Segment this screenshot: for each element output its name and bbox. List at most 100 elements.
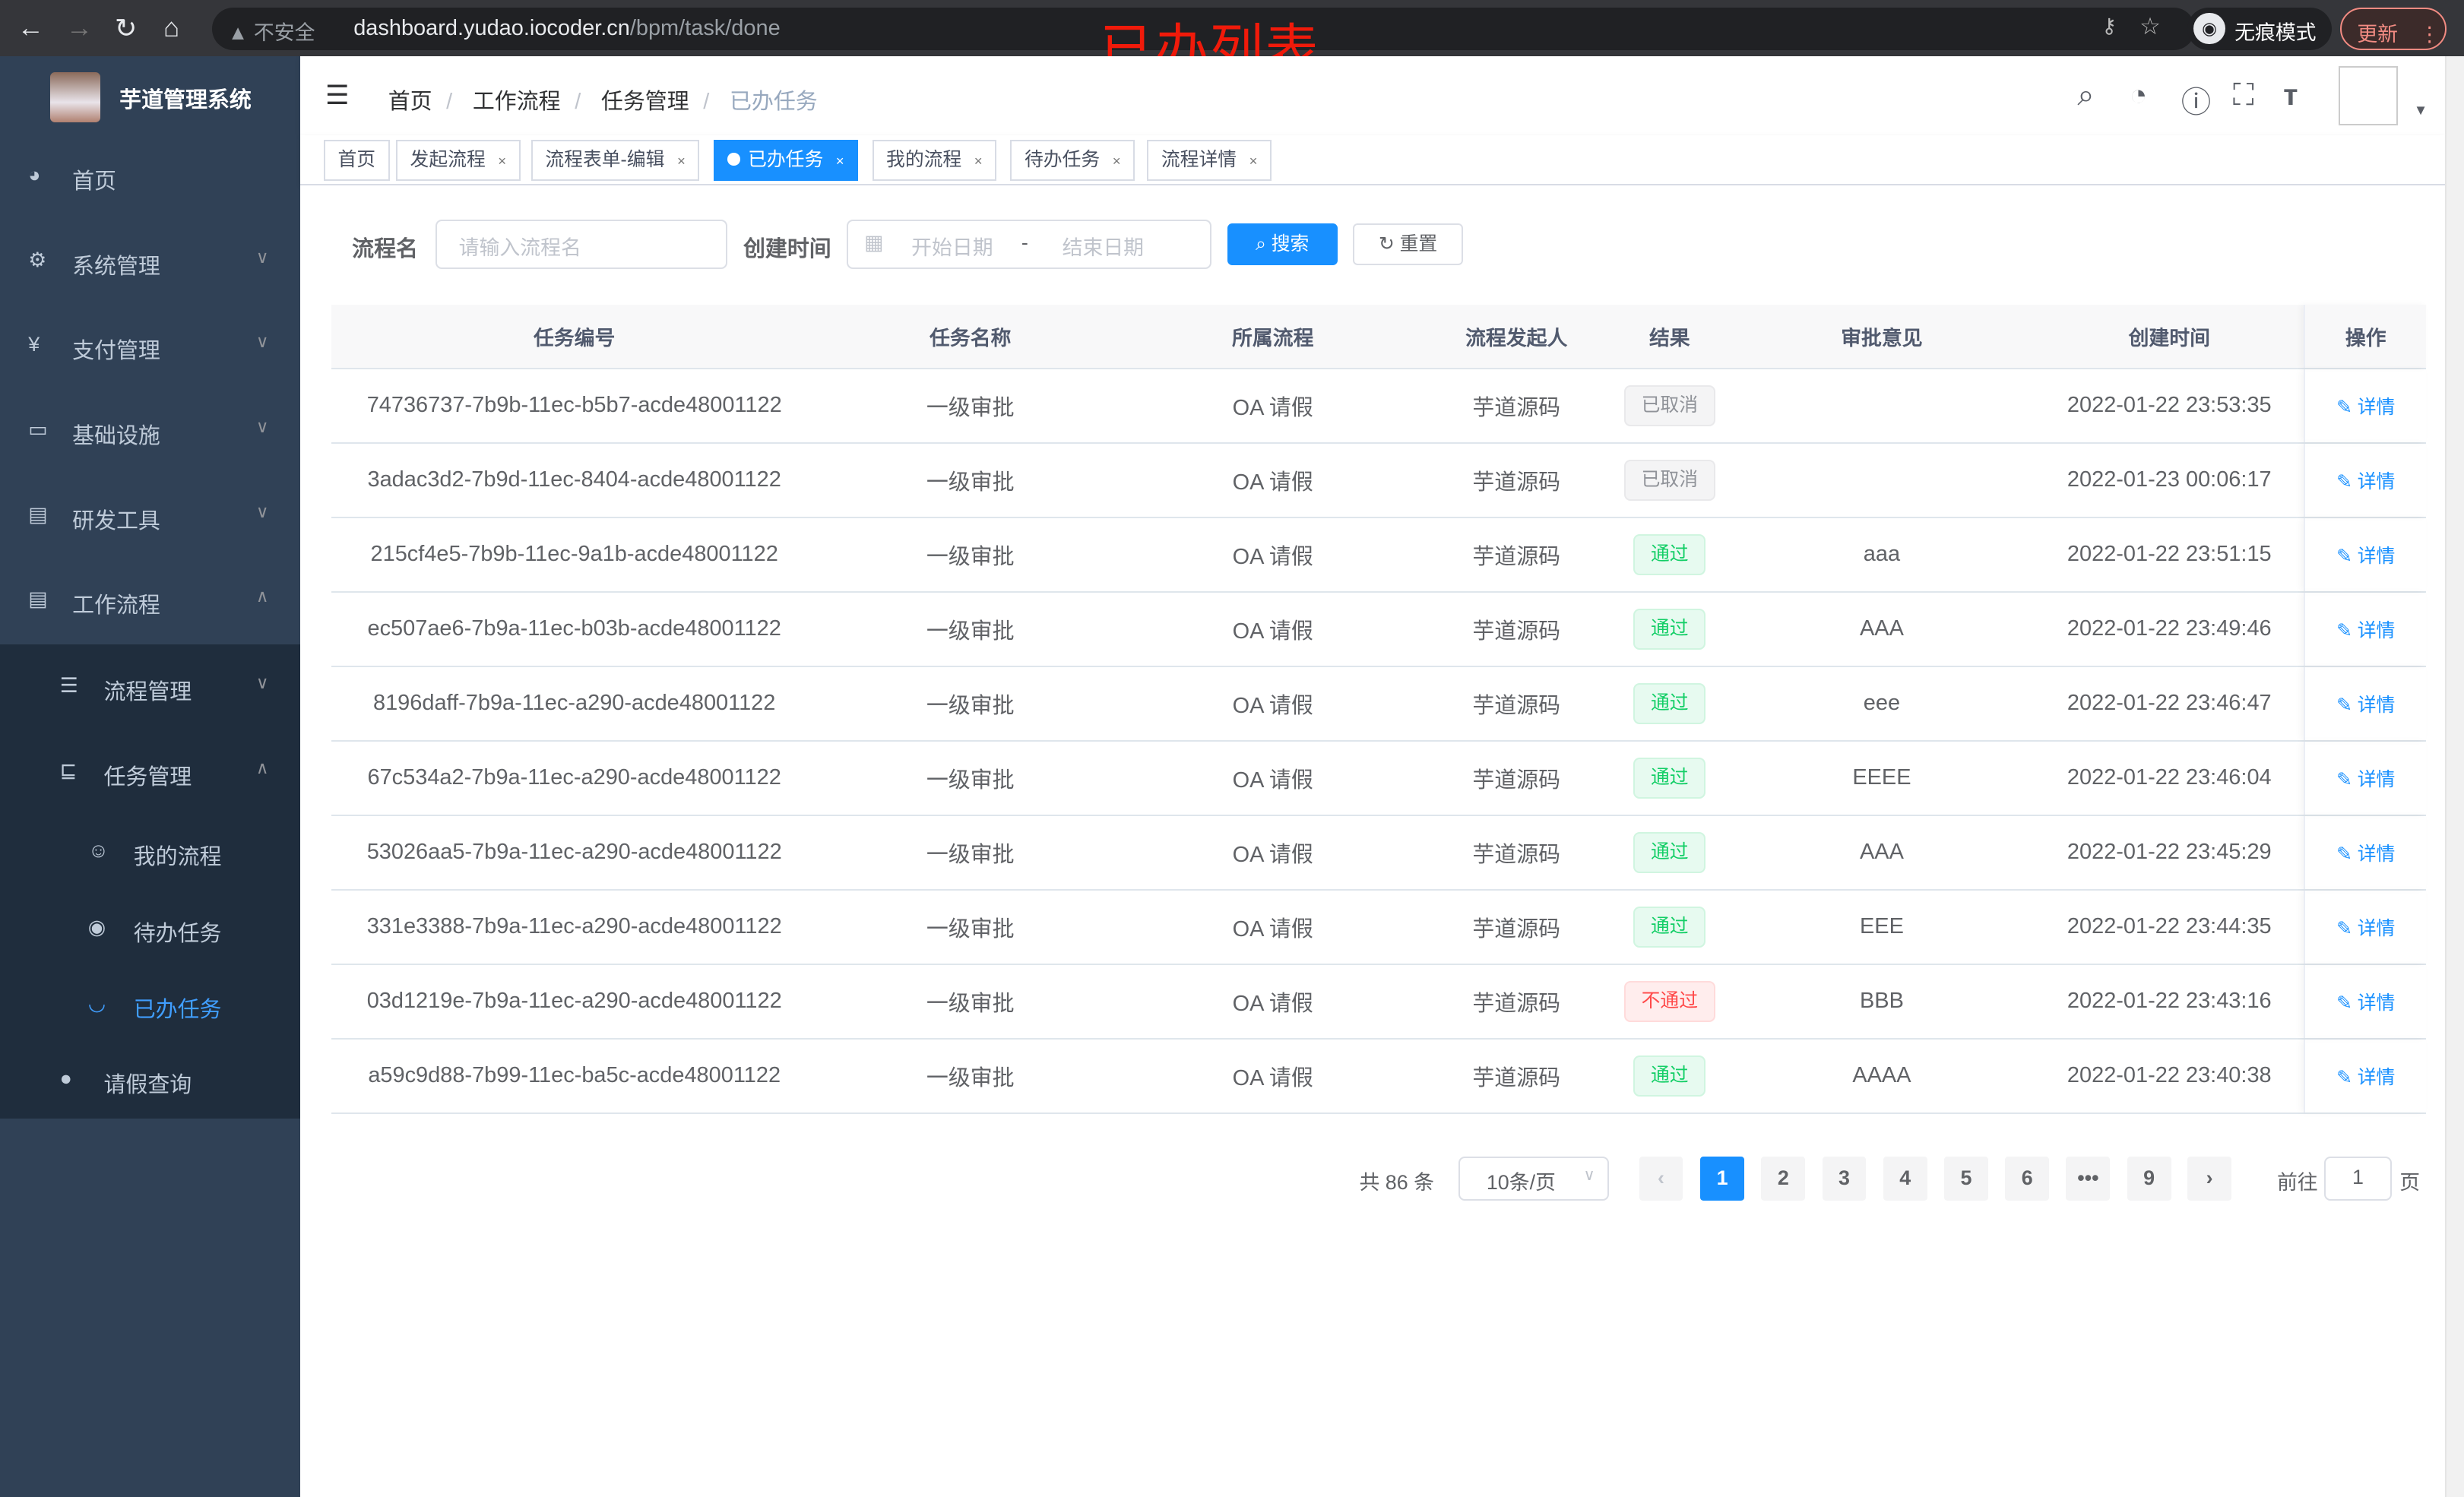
tab-done-tasks[interactable]: 已办任务 ×	[713, 140, 859, 181]
gear-icon: ⚙	[28, 248, 47, 271]
sidebar-item-leave[interactable]: ● 请假查询	[59, 1066, 192, 1097]
eye-closed-icon: ◡	[87, 991, 106, 1014]
key-icon[interactable]: ⚷	[2101, 14, 2117, 37]
breadcrumb-item[interactable]: 任务管理	[600, 89, 689, 114]
incognito-badge[interactable]: ◉ 无痕模式	[2187, 8, 2333, 51]
cell-comment: AAA	[1859, 616, 1904, 641]
sidebar-item-done[interactable]: ◡ 已办任务	[87, 991, 222, 1022]
hamburger-icon[interactable]: ☰	[325, 81, 350, 111]
result-tag: 通过	[1633, 757, 1706, 799]
sidebar-item-infra[interactable]: ▭ 基础设施 ∨	[28, 416, 269, 448]
fullscreen-icon[interactable]: ⛶	[2233, 78, 2254, 112]
sidebar-item-devtools[interactable]: ▤ 研发工具 ∨	[28, 501, 269, 533]
cell-id: 331e3388-7b9a-11ec-a290-acde48001122	[366, 914, 782, 939]
process-name-input[interactable]: 请输入流程名	[435, 220, 728, 269]
page-button[interactable]: 6	[2005, 1156, 2050, 1201]
page-button[interactable]: 2	[1761, 1156, 1806, 1201]
cell-action: ✎ 详情	[2304, 741, 2426, 815]
cell-starter: 芋道源码	[1472, 991, 1561, 1016]
table-row: 331e3388-7b9a-11ec-a290-acde48001122 一级审批…	[331, 890, 2427, 965]
close-icon: ×	[974, 153, 983, 169]
cell-starter: 芋道源码	[1472, 395, 1561, 420]
cell-result: 通过	[1610, 742, 1728, 815]
detail-link[interactable]: ✎ 详情	[2336, 546, 2396, 567]
page-button[interactable]: 3	[1822, 1156, 1867, 1201]
table-row: 8196daff-7b9a-11ec-a290-acde48001122 一级审批…	[331, 666, 2427, 742]
reload-icon[interactable]: ↻	[114, 13, 138, 43]
cell-process: OA 请假	[1232, 395, 1313, 420]
detail-link[interactable]: ✎ 详情	[2336, 769, 2396, 790]
goto-page-input[interactable]: 1	[2323, 1156, 2392, 1201]
tab-start-process[interactable]: 发起流程 ×	[396, 140, 521, 181]
sidebar-item-task-manage[interactable]: ⊑ 任务管理 ∧	[59, 757, 269, 790]
edit-icon: ✎	[2336, 546, 2352, 567]
breadcrumb-current: 已办任务	[729, 89, 818, 114]
detail-link[interactable]: ✎ 详情	[2336, 695, 2396, 716]
cell-comment: EEEE	[1852, 765, 1911, 790]
detail-link[interactable]: ✎ 详情	[2336, 397, 2396, 418]
font-size-icon[interactable]: т	[2283, 78, 2298, 112]
detail-link[interactable]: ✎ 详情	[2336, 1067, 2396, 1088]
back-icon[interactable]: ←	[17, 12, 44, 43]
breadcrumb-item[interactable]: 工作流程	[472, 89, 561, 114]
address-bar[interactable]: ▲ 不安全 dashboard.yudao.iocoder.cn/bpm/tas…	[212, 8, 2196, 51]
cell-result: 已取消	[1610, 369, 1728, 442]
prev-page-button[interactable]: ‹	[1639, 1156, 1683, 1201]
date-range-input[interactable]: ▦ 开始日期 - 结束日期	[847, 220, 1212, 269]
detail-link[interactable]: ✎ 详情	[2336, 992, 2396, 1014]
sidebar-item-process-manage[interactable]: ☰ 流程管理 ∨	[59, 672, 269, 704]
tab-home[interactable]: 首页	[323, 140, 390, 181]
cell-process: OA 请假	[1232, 544, 1313, 569]
breadcrumb-item[interactable]: 首页	[388, 89, 432, 114]
close-icon: ×	[498, 153, 507, 169]
page-button[interactable]: 5	[1944, 1156, 1988, 1201]
browser-toolbar: ← → ↻ ⌂ ▲ 不安全 dashboard.yudao.iocoder.cn…	[0, 0, 2464, 57]
help-icon[interactable]: ⓘ	[2181, 86, 2212, 120]
update-button[interactable]: 更新 ⋮	[2339, 8, 2447, 51]
detail-link[interactable]: ✎ 详情	[2336, 471, 2396, 492]
chevron-up-icon: ∧	[255, 757, 269, 777]
home-icon[interactable]: ⌂	[163, 12, 180, 43]
scrollbar[interactable]	[2445, 56, 2464, 1497]
forward-icon[interactable]: →	[65, 12, 93, 43]
sidebar-item-my-process[interactable]: ☺ 我的流程	[87, 839, 222, 870]
reset-button[interactable]: ↻ 重置	[1353, 223, 1463, 266]
edit-icon: ✎	[2336, 918, 2352, 939]
github-icon[interactable]: ◔	[2129, 78, 2148, 112]
page-button[interactable]: 4	[1883, 1156, 1927, 1201]
cell-starter: 芋道源码	[1472, 693, 1561, 718]
tab-todo[interactable]: 待办任务 ×	[1010, 140, 1135, 181]
cell-time: 2022-01-22 23:46:47	[2067, 691, 2272, 716]
sidebar-item-pay[interactable]: ¥ 支付管理 ∨	[28, 331, 269, 364]
detail-link[interactable]: ✎ 详情	[2336, 843, 2396, 865]
detail-link[interactable]: ✎ 详情	[2336, 918, 2396, 939]
tab-form-edit[interactable]: 流程表单-编辑 ×	[530, 140, 700, 181]
result-tag: 不通过	[1623, 980, 1715, 1022]
search-icon[interactable]: ⌕	[2077, 78, 2095, 112]
tab-process-detail[interactable]: 流程详情 ×	[1147, 140, 1272, 181]
cell-action: ✎ 详情	[2304, 964, 2426, 1038]
cell-time: 2022-01-22 23:51:15	[2067, 542, 2272, 567]
page-button[interactable]: 9	[2127, 1156, 2171, 1201]
list-icon: ☰	[59, 673, 78, 697]
sidebar-item-system[interactable]: ⚙ 系统管理 ∨	[28, 246, 269, 279]
detail-link[interactable]: ✎ 详情	[2336, 620, 2396, 641]
avatar[interactable]	[2338, 65, 2399, 126]
sidebar-item-workflow[interactable]: ▤ 工作流程 ∧	[28, 586, 269, 619]
sidebar-item-todo[interactable]: ◉ 待办任务	[87, 916, 222, 947]
refresh-icon: ↻	[1378, 233, 1395, 255]
next-page-button[interactable]: ›	[2187, 1156, 2231, 1201]
page-size-select[interactable]: 10条/页 ∨	[1458, 1156, 1610, 1201]
search-button[interactable]: ⌕ 搜索	[1227, 223, 1338, 266]
sidebar-item-home[interactable]: ◕ 首页	[28, 163, 116, 194]
cell-name: 一级审批	[926, 916, 1015, 942]
page-button[interactable]: •••	[2066, 1156, 2111, 1201]
tab-my-process[interactable]: 我的流程 ×	[872, 140, 997, 181]
cell-name: 一级审批	[926, 544, 1015, 569]
user-icon: ●	[59, 1066, 72, 1090]
page-button[interactable]: 1	[1700, 1156, 1745, 1201]
process-name-label: 流程名	[352, 236, 418, 261]
star-icon[interactable]: ☆	[2139, 12, 2161, 40]
caret-down-icon[interactable]: ▼	[2413, 102, 2428, 119]
cell-process: OA 请假	[1232, 693, 1313, 718]
